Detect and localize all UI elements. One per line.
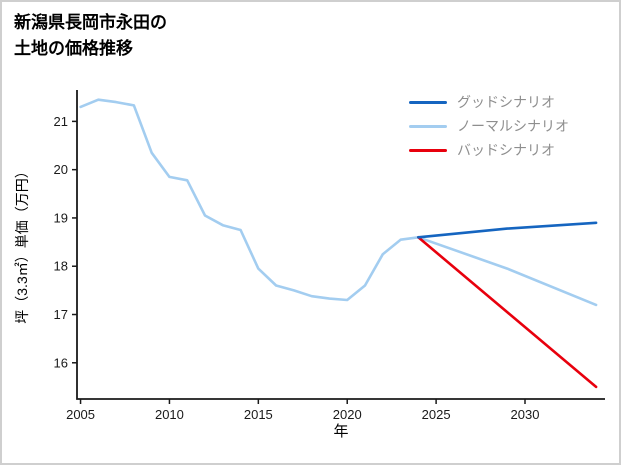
chart-title: 新潟県長岡市永田の 土地の価格推移 [14,10,167,62]
legend-label-bad-scenario: バッドシナリオ [457,142,555,158]
x-tick-label: 2010 [155,407,184,422]
legend: グッドシナリオ ノーマルシナリオ バッドシナリオ [409,92,569,160]
legend-item-good-scenario: グッドシナリオ [409,92,569,112]
y-axis-title: 坪（3.3㎡）単価（万円） [14,164,30,324]
y-tick-label: 18 [54,259,68,274]
axes-spines [76,90,605,400]
y-tick-label: 17 [54,307,68,322]
x-tick-label: 2005 [66,407,95,422]
legend-item-bad-scenario: バッドシナリオ [409,140,569,160]
x-tick-label: 2015 [244,407,273,422]
series-bad-scenario-line [416,236,598,389]
x-tick-label: 2025 [422,407,451,422]
legend-item-normal-scenario: ノーマルシナリオ [409,116,569,136]
chart-title-line-1: 新潟県長岡市永田の [14,13,167,32]
legend-label-normal-scenario: ノーマルシナリオ [457,118,569,134]
x-tick-label: 2020 [333,407,362,422]
legend-label-good-scenario: グッドシナリオ [457,94,555,110]
y-tick-label: 19 [54,210,68,225]
legend-swatch-bad-scenario [409,148,447,152]
series-normal-scenario-line [416,236,598,307]
y-tick-label: 21 [54,114,68,129]
legend-swatch-good-scenario [409,100,447,104]
chart-title-line-2: 土地の価格推移 [14,39,133,58]
x-axis-title: 年 [333,423,349,440]
series-good-scenario-line [416,221,598,239]
legend-swatch-normal-scenario [409,124,447,128]
series-history-line [79,98,420,302]
y-tick-label: 16 [54,355,68,370]
x-tick-label: 2030 [511,407,540,422]
y-tick-label: 20 [54,162,68,177]
